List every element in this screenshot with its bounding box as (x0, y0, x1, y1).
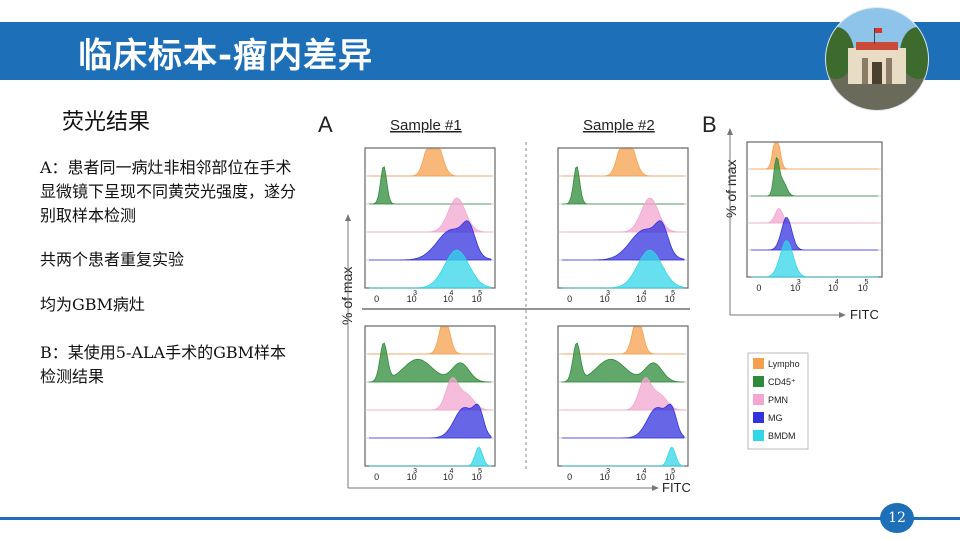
panel-a-s2-top-tick-label: 10 (600, 294, 610, 304)
panel-a-s1-top-histogram-4 (369, 220, 492, 261)
x-axis-label-b: FITC (850, 307, 879, 322)
panel-a-s1-top-histogram-2 (369, 166, 491, 205)
panel-a-s2-bottom-histogram-2 (561, 342, 685, 383)
panel-a-s1-top-tick-label: 0 (374, 294, 379, 304)
panel-a-s2-bottom-tick-label: 4 (643, 468, 647, 475)
panel-a-s2-bottom-histogram-1 (562, 326, 684, 355)
panel-a-s2-top-histogram-2 (562, 166, 684, 205)
x-axis-label-a: FITC (662, 480, 691, 495)
panel-a-s1-bottom-histogram-2 (368, 342, 492, 383)
legend-label: PMN (768, 395, 788, 405)
legend-swatch (753, 358, 764, 369)
panel-a-s1-bottom-tick-label: 4 (450, 468, 454, 475)
panel-a-s2-bottom-tick-label: 10 (600, 472, 610, 482)
panel-a-s1-top-histogram-3 (369, 197, 491, 233)
slide-title: 临床标本-瘤内差异 (78, 36, 374, 76)
legend-swatch (753, 430, 764, 441)
panel-a-s1-bottom-tick-label: 0 (374, 472, 379, 482)
panel-a-s2-bottom (557, 325, 689, 467)
panel-a-s1-bottom-histogram-5 (369, 446, 492, 467)
panel-b-histogram-4 (751, 217, 878, 251)
panel-b-histogram-5 (751, 240, 878, 278)
panel-a-s2-top-tick-label: 0 (567, 294, 572, 304)
panel-b-histogram-3 (751, 208, 878, 224)
panel-a-s2-top-histogram-4 (562, 220, 685, 261)
flow-cytometry-figure: A B Sample #1 Sample #2 % of max % of ma… (310, 110, 890, 502)
paragraph-a: A：患者同一病灶非相邻部位在手术显微镜下呈现不同黄荧光强度，遂分别取样本检测 (40, 158, 297, 225)
section-subtitle: 荧光结果 (62, 110, 151, 135)
panel-a-s2-bottom-histogram-4 (562, 403, 685, 439)
panel-a-s1-top-tick-label: 10 (472, 294, 482, 304)
panel-a-s1-bottom-tick-label: 5 (478, 468, 482, 475)
legend-swatch (753, 376, 764, 387)
legend-label: MG (768, 413, 783, 423)
sample-2-label: Sample #2 (583, 117, 655, 134)
panel-a-s2-bottom-tick-label: 5 (671, 468, 675, 475)
paragraph-repeat: 共两个患者重复实验 (40, 250, 185, 269)
panel-a-s2-top-histogram-5 (562, 249, 685, 289)
panel-a-s1-top-tick-label: 10 (407, 294, 417, 304)
panel-a-s2-top-tick-label: 10 (665, 294, 675, 304)
panel-a-s1-top (364, 147, 496, 289)
paragraph-b: B：某使用5-ALA手术的GBM样本检测结果 (40, 343, 287, 386)
panel-a-label: A (318, 112, 333, 137)
panel-b-tick-label: 5 (865, 279, 869, 286)
panel-a-s2-top-histogram-1 (562, 148, 684, 177)
panel-a-s1-bottom-histogram-4 (369, 403, 492, 439)
panel-b-tick-label: 10 (858, 283, 868, 293)
campus-photo (826, 8, 928, 110)
panel-b-tick-label: 10 (790, 283, 800, 293)
panel-a-s2-bottom-histogram-3 (562, 377, 685, 411)
footer-line (0, 517, 960, 520)
panel-a-s2-top-tick-label: 4 (643, 290, 647, 297)
panel-a-s2-top-tick-label: 3 (606, 290, 610, 297)
panel-b-label: B (702, 112, 717, 137)
title-bar (0, 22, 960, 80)
panel-a-s2-bottom-tick-label: 10 (665, 472, 675, 482)
panel-a-s1-bottom-tick-label: 10 (407, 472, 417, 482)
y-axis-label-a: % of max (339, 267, 355, 325)
panel-a-s2-top-tick-label: 10 (636, 294, 646, 304)
panel-a-s2-bottom-histogram-5 (562, 446, 685, 467)
panel-b-histogram-2 (751, 156, 878, 197)
page-number: 12 (880, 503, 914, 533)
panel-a-s1-top-tick-label: 10 (443, 294, 453, 304)
panel-b-tick-label: 3 (797, 279, 801, 286)
panel-a-s1-bottom-tick-label: 10 (443, 472, 453, 482)
panel-a-s1-top-tick-label: 3 (413, 290, 417, 297)
panel-a-s1-top-histogram-5 (369, 249, 492, 289)
sample-1-label: Sample #1 (390, 117, 462, 134)
panel-a-s2-bottom-tick-label: 10 (636, 472, 646, 482)
panel-b-tick-label: 10 (828, 283, 838, 293)
panel-a-s1-bottom-histogram-1 (369, 326, 491, 355)
legend-label: CD45⁺ (768, 377, 796, 387)
panel-a-s1-top-histogram-1 (369, 148, 491, 177)
panel-a-s2-top-histogram-3 (562, 197, 684, 233)
panel-b-tick-label: 0 (756, 283, 761, 293)
panel-a-s2-bottom-tick-label: 3 (606, 468, 610, 475)
paragraph-gbm: 均为GBM病灶 (40, 295, 145, 314)
panel-a-s1-top-tick-label: 5 (478, 290, 482, 297)
panel-a-s1-top-tick-label: 4 (450, 290, 454, 297)
panel-a-s1-bottom-tick-label: 3 (413, 468, 417, 475)
legend-swatch (753, 394, 764, 405)
panel-a-s1-bottom-tick-label: 10 (472, 472, 482, 482)
panel-a-s2-top-tick-label: 5 (671, 290, 675, 297)
panel-b-histogram-1 (751, 142, 878, 170)
panel-b-tick-label: 4 (835, 279, 839, 286)
panel-a-s2-bottom-tick-label: 0 (567, 472, 572, 482)
y-axis-label-b: % of max (723, 160, 739, 218)
panel-b (746, 141, 883, 278)
panel-a-s1-bottom-histogram-3 (369, 377, 492, 411)
legend-label: BMDM (768, 431, 796, 441)
legend-label: Lympho (768, 359, 800, 369)
panel-a-s1-bottom (364, 325, 496, 467)
legend-swatch (753, 412, 764, 423)
